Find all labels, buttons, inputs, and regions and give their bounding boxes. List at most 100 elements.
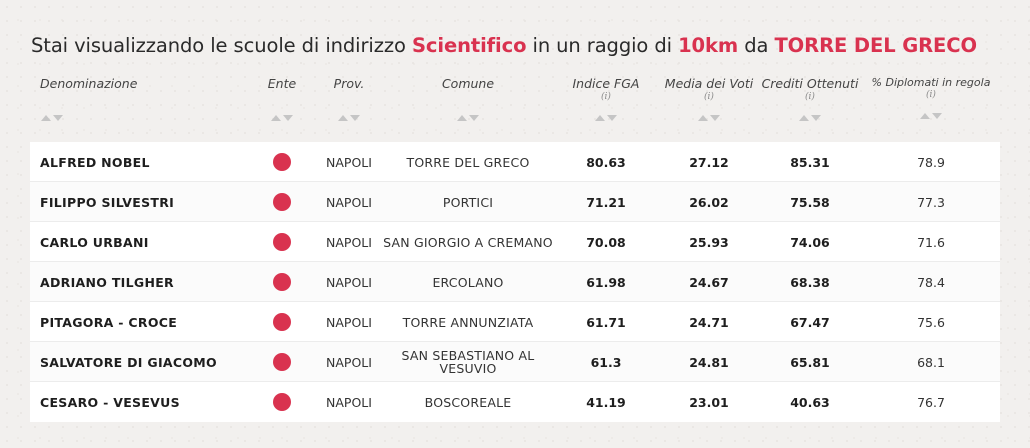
diplomati-cell: 68.1	[917, 354, 945, 370]
ente-dot-icon	[273, 273, 291, 291]
media-cell: 27.12	[689, 154, 729, 170]
fga-cell: 61.3	[590, 354, 622, 370]
crediti-cell: 75.58	[790, 194, 830, 210]
col-label: % Diplomati in regola	[871, 76, 991, 89]
col-fga: Indice FGA (i)	[566, 76, 646, 125]
ente-dot-icon	[273, 153, 291, 171]
comune-cell: PORTICI	[442, 194, 494, 210]
schools-table: Denominazione Ente Prov. Comune Indice F…	[30, 70, 1000, 422]
ente-dot-icon	[273, 393, 291, 411]
ente-dot-icon	[273, 313, 291, 331]
diplomati-cell: 76.7	[917, 394, 945, 410]
prov-cell: NAPOLI	[326, 314, 372, 330]
table-row[interactable]: PITAGORA - CROCE NAPOLI TORRE ANNUNZIATA…	[30, 302, 1000, 342]
ente-dot-icon	[273, 193, 291, 211]
title-da: da	[744, 34, 769, 57]
ente-cell	[267, 342, 297, 382]
media-cell: 24.71	[689, 314, 729, 330]
info-icon[interactable]: (i)	[805, 92, 815, 102]
table-header: Denominazione Ente Prov. Comune Indice F…	[30, 70, 1000, 142]
school-name[interactable]: CARLO URBANI	[40, 234, 149, 250]
ente-cell	[267, 182, 297, 222]
fga-cell: 80.63	[586, 154, 626, 170]
comune-cell: TORRE ANNUNZIATA	[402, 314, 534, 330]
fga-cell: 61.71	[586, 314, 626, 330]
media-cell: 26.02	[689, 194, 729, 210]
col-label: Denominazione	[40, 76, 138, 91]
col-diplomati: % Diplomati in regola (i)	[866, 76, 996, 123]
sort-arrows-icon[interactable]	[337, 106, 361, 121]
ente-cell	[267, 262, 297, 302]
info-icon[interactable]: (i)	[926, 90, 936, 100]
prov-cell: NAPOLI	[326, 234, 372, 250]
col-label: Media dei Voti	[664, 76, 754, 91]
col-label: Ente	[267, 76, 297, 91]
media-cell: 24.67	[689, 274, 729, 290]
sort-arrows-icon[interactable]	[798, 106, 822, 121]
info-icon[interactable]: (i)	[704, 92, 714, 102]
sort-arrows-icon[interactable]	[919, 104, 943, 119]
col-ente: Ente	[267, 76, 297, 125]
diplomati-cell: 75.6	[917, 314, 945, 330]
title-mid: in un raggio di	[532, 34, 673, 57]
ente-cell	[267, 222, 297, 262]
media-cell: 24.81	[689, 354, 729, 370]
sort-arrows-icon[interactable]	[456, 106, 480, 121]
col-label: Comune	[441, 76, 495, 91]
col-label: Indice FGA	[572, 76, 640, 91]
diplomati-cell: 78.4	[917, 274, 945, 290]
comune-cell: TORRE DEL GRECO	[406, 154, 530, 170]
media-cell: 23.01	[689, 394, 729, 410]
table-body: ALFRED NOBEL NAPOLI TORRE DEL GRECO 80.6…	[30, 142, 1000, 422]
ente-dot-icon	[273, 353, 291, 371]
sort-arrows-icon[interactable]	[697, 106, 721, 121]
col-denominazione: Denominazione	[40, 76, 137, 125]
col-crediti: Crediti Ottenuti (i)	[760, 76, 860, 125]
diplomati-cell: 71.6	[917, 234, 945, 250]
table-row[interactable]: CARLO URBANI NAPOLI SAN GIORGIO A CREMAN…	[30, 222, 1000, 262]
table-row[interactable]: FILIPPO SILVESTRI NAPOLI PORTICI 71.21 2…	[30, 182, 1000, 222]
title-raggio: 10km	[678, 34, 739, 57]
ente-dot-icon	[273, 233, 291, 251]
school-name[interactable]: SALVATORE DI GIACOMO	[40, 354, 217, 370]
table-row[interactable]: SALVATORE DI GIACOMO NAPOLI SAN SEBASTIA…	[30, 342, 1000, 382]
comune-cell: SAN GIORGIO A CREMANO	[383, 234, 553, 250]
ente-cell	[267, 382, 297, 422]
prov-cell: NAPOLI	[326, 194, 372, 210]
comune-cell: SAN SEBASTIANO AL VESUVIO	[401, 348, 535, 376]
prov-cell: NAPOLI	[326, 354, 372, 370]
info-icon[interactable]: (i)	[601, 92, 611, 102]
school-name[interactable]: ADRIANO TILGHER	[40, 274, 174, 290]
school-name[interactable]: CESARO - VESEVUS	[40, 394, 180, 410]
col-label: Crediti Ottenuti	[761, 76, 859, 91]
fga-cell: 61.98	[586, 274, 626, 290]
table-row[interactable]: ALFRED NOBEL NAPOLI TORRE DEL GRECO 80.6…	[30, 142, 1000, 182]
prov-cell: NAPOLI	[326, 274, 372, 290]
col-prov: Prov.	[326, 76, 372, 125]
table-row[interactable]: CESARO - VESEVUS NAPOLI BOSCOREALE 41.19…	[30, 382, 1000, 422]
table-row[interactable]: ADRIANO TILGHER NAPOLI ERCOLANO 61.98 24…	[30, 262, 1000, 302]
school-name[interactable]: PITAGORA - CROCE	[40, 314, 178, 330]
crediti-cell: 67.47	[790, 314, 830, 330]
ente-cell	[267, 142, 297, 182]
sort-arrows-icon[interactable]	[270, 106, 294, 121]
fga-cell: 70.08	[586, 234, 626, 250]
school-name[interactable]: ALFRED NOBEL	[40, 154, 150, 170]
title-indirizzo: Scientifico	[411, 34, 527, 57]
school-name[interactable]: FILIPPO SILVESTRI	[40, 194, 175, 210]
sort-arrows-icon[interactable]	[40, 106, 64, 121]
col-label: Prov.	[333, 76, 365, 91]
crediti-cell: 65.81	[790, 354, 830, 370]
ente-cell	[267, 302, 297, 342]
fga-cell: 41.19	[586, 394, 626, 410]
prov-cell: NAPOLI	[326, 154, 372, 170]
crediti-cell: 74.06	[790, 234, 830, 250]
crediti-cell: 85.31	[790, 154, 830, 170]
crediti-cell: 68.38	[790, 274, 830, 290]
sort-arrows-icon[interactable]	[594, 106, 618, 121]
fga-cell: 71.21	[586, 194, 626, 210]
media-cell: 25.93	[689, 234, 729, 250]
prov-cell: NAPOLI	[326, 394, 372, 410]
col-comune: Comune	[418, 76, 518, 125]
diplomati-cell: 78.9	[917, 154, 945, 170]
